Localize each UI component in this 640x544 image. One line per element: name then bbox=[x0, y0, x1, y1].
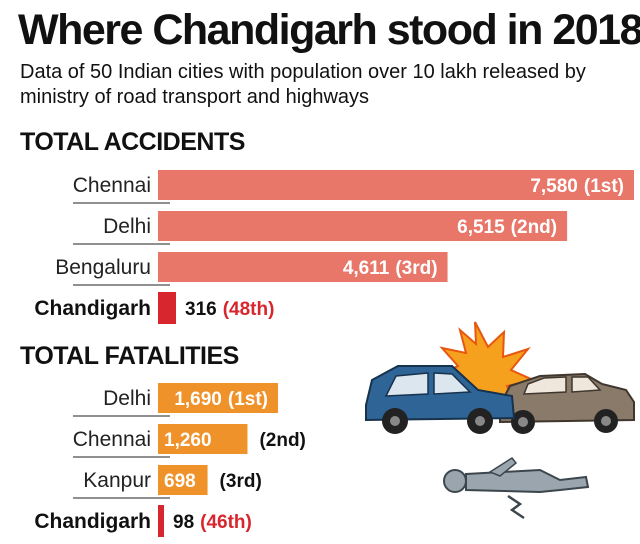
fatalities-bar bbox=[158, 465, 208, 495]
accidents-rank: (2nd) bbox=[511, 217, 557, 238]
fatalities-rank: (1st) bbox=[228, 389, 268, 410]
accidents-rank: (48th) bbox=[223, 299, 275, 320]
accidents-label: Delhi bbox=[103, 215, 151, 238]
fatalities-bar bbox=[158, 383, 278, 413]
accidents-value-label: 7,580 (1st) bbox=[530, 176, 624, 197]
accidents-label: Chandigarh bbox=[34, 297, 151, 320]
fatalities-chart: Delhi 1,690 (1st) Chennai 1,260 (2nd) Kanpur 69… bbox=[34, 383, 306, 537]
fatalities-value-label: 1,690 (1st) bbox=[174, 389, 268, 410]
fatalities-bar bbox=[158, 505, 164, 537]
accidents-value-label: 6,515 (2nd) bbox=[457, 217, 557, 238]
fatalities-bar bbox=[158, 424, 248, 454]
accidents-bar bbox=[158, 170, 634, 200]
accidents-label: Bengaluru bbox=[55, 256, 151, 279]
accidents-value: 4,611 bbox=[343, 258, 390, 279]
fatalities-value: 698 bbox=[164, 471, 196, 492]
fatalities-label: Chennai bbox=[73, 428, 151, 451]
injured-person-icon bbox=[443, 457, 590, 520]
fatalities-value: 98 bbox=[173, 512, 194, 533]
accidents-rank: (1st) bbox=[584, 176, 624, 197]
car-crash-icon bbox=[365, 321, 635, 434]
fatalities-value-label: 98 (46th) bbox=[173, 512, 252, 533]
accidents-value-label: 316 (48th) bbox=[185, 299, 274, 320]
fatalities-value-label: 698 bbox=[164, 471, 196, 492]
accidents-section-title: TOTAL ACCIDENTS bbox=[20, 128, 245, 156]
fatalities-rank: (46th) bbox=[200, 512, 252, 533]
accidents-bar bbox=[158, 211, 568, 241]
fatalities-value-label: 1,260 bbox=[164, 430, 212, 451]
accidents-bar bbox=[158, 292, 176, 324]
accidents-chart: Chennai 7,580 (1st) Delhi 6,515 (2nd) Bengalur… bbox=[34, 170, 634, 324]
accidents-label: Chennai bbox=[73, 174, 151, 197]
fatalities-section-title: TOTAL FATALITIES bbox=[20, 342, 239, 370]
fatalities-rank: (3rd) bbox=[220, 471, 262, 492]
page-subtitle: Data of 50 Indian cities with population… bbox=[20, 61, 586, 108]
fatalities-label: Kanpur bbox=[83, 469, 151, 492]
accidents-value: 6,515 bbox=[457, 217, 505, 238]
page-title: Where Chandigarh stood in 2018 bbox=[18, 6, 640, 54]
accidents-value-label: 4,611 (3rd) bbox=[343, 258, 438, 279]
fatalities-value: 1,690 bbox=[174, 389, 222, 410]
accidents-value: 7,580 bbox=[530, 176, 578, 197]
fatalities-label: Chandigarh bbox=[34, 510, 151, 533]
fatalities-label: Delhi bbox=[103, 387, 151, 410]
fatalities-rank: (2nd) bbox=[259, 430, 305, 451]
accidents-value: 316 bbox=[185, 299, 217, 320]
fatalities-value: 1,260 bbox=[164, 430, 212, 451]
accidents-bar bbox=[158, 252, 448, 282]
accidents-rank: (3rd) bbox=[395, 258, 437, 279]
